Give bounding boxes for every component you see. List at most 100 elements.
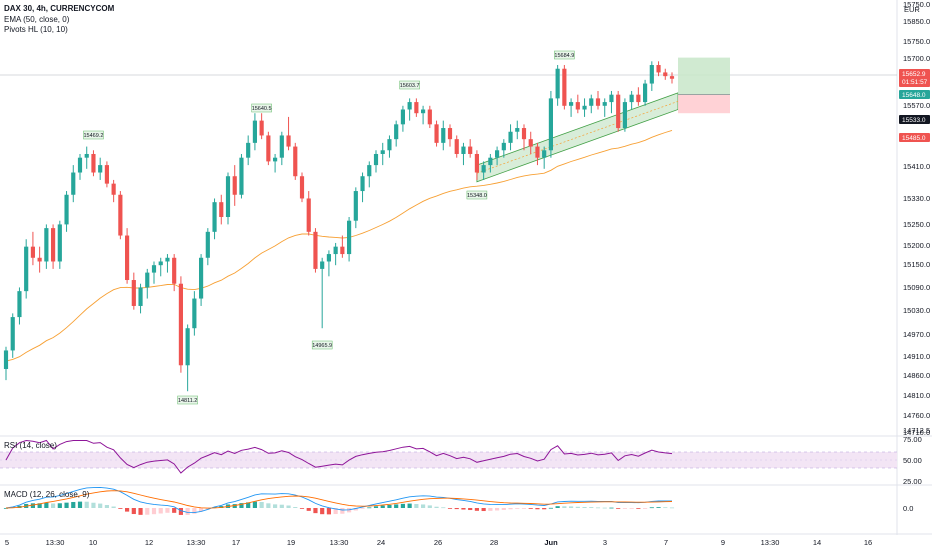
pivot-box <box>399 80 420 90</box>
macd-histogram-bar <box>273 504 278 508</box>
macd-histogram-bar <box>232 504 237 508</box>
macd-histogram-bar <box>421 504 426 508</box>
macd-histogram-bar <box>30 503 35 508</box>
candle-body <box>528 139 533 147</box>
legend-pivots[interactable]: Pivots HL (10, 10) <box>4 25 68 35</box>
price-axis[interactable]: 15850.0 15750.0 15700.0 15570.0 15410.0 15330… <box>903 0 930 437</box>
macd-histogram-bar <box>353 508 358 511</box>
candle-body <box>629 94 634 103</box>
candle-body <box>521 128 527 140</box>
time-tick-label: 26 <box>434 538 442 547</box>
legend-ema[interactable]: EMA (50, close, 0) <box>4 15 69 25</box>
macd-histogram-bar <box>521 508 527 509</box>
macd-histogram-bar <box>98 503 103 508</box>
macd-histogram-bar <box>57 503 62 508</box>
candle-body <box>367 165 372 177</box>
candle-body <box>643 83 648 103</box>
rsi-path <box>5 439 673 474</box>
time-tick-label: 28 <box>490 538 498 547</box>
macd-histogram-bar <box>111 506 116 508</box>
macd-histogram-bar <box>414 503 419 508</box>
entry-price-tag-text: 15648.0 <box>902 92 926 99</box>
currency-label: EUR <box>904 5 920 14</box>
macd-tick-label: 0.0 <box>903 504 913 513</box>
candle-body <box>575 102 580 110</box>
price-tick-label: 14910.0 <box>903 352 930 361</box>
candle-body <box>84 153 89 158</box>
long-position-tool[interactable] <box>678 57 730 114</box>
candle-body <box>273 157 278 162</box>
price-tick-label: 15410.0 <box>903 162 930 171</box>
candle-body <box>515 128 520 132</box>
time-tick-label: 19 <box>287 538 295 547</box>
time-tick-label: 13:30 <box>187 538 206 547</box>
candle-body <box>340 246 345 255</box>
pivot-box <box>466 190 488 200</box>
time-tick-label: 3 <box>603 538 607 547</box>
candle-body <box>394 124 399 140</box>
candle-body <box>427 109 432 125</box>
legend-main[interactable]: DAX 30, 4h, CURRENCYCOM <box>4 4 114 14</box>
candle-body <box>125 235 130 281</box>
rsi-axis: 75.00 50.00 25.00 <box>903 435 922 486</box>
macd-histogram-bar <box>373 506 379 508</box>
macd-histogram-bar <box>3 508 9 509</box>
candle-body <box>178 283 183 366</box>
candle-body <box>562 68 567 106</box>
time-axis[interactable]: 5 13:30 10 12 13:30 17 19 13:30 24 26 28 Jun 3 7 9 13:3… <box>5 538 872 547</box>
ema-line <box>5 129 673 362</box>
candle-body <box>326 254 331 262</box>
price-tick-label: 15200.0 <box>903 241 930 250</box>
price-tick-label: 15250.0 <box>903 220 930 229</box>
candle-body <box>293 146 298 177</box>
candle-body <box>555 68 560 99</box>
legend-rsi[interactable]: RSI (14, close) <box>4 441 57 451</box>
macd-histogram-bar <box>495 508 500 511</box>
candle-body <box>30 246 35 258</box>
candle-body <box>266 135 271 162</box>
candle-body <box>542 150 547 158</box>
macd-histogram-bar <box>44 502 49 508</box>
candle-body <box>239 157 244 195</box>
macd-histogram-bar <box>548 507 553 509</box>
macd-histogram-bar <box>104 505 109 508</box>
time-tick-label: 17 <box>232 538 240 547</box>
macd-histogram-bar <box>380 505 385 508</box>
macd-histogram-bar <box>528 508 533 509</box>
time-tick-label: Jun <box>544 538 558 547</box>
candle-body <box>172 257 177 284</box>
candle-body <box>373 153 379 166</box>
legend-macd[interactable]: MACD (12, 26, close, 9) <box>4 490 89 500</box>
rsi-tick-label: 75.00 <box>903 435 922 444</box>
pivot-label: 15684.9 <box>554 53 574 59</box>
price-tick-label: 15090.0 <box>903 283 930 292</box>
price-tick-label-partial: 14712.5 <box>903 426 930 435</box>
time-tick-label: 5 <box>5 538 9 547</box>
macd-histogram-bar <box>172 508 177 513</box>
time-tick-label: 13:30 <box>761 538 780 547</box>
candle-body <box>407 102 412 110</box>
macd-histogram-bar <box>508 508 513 510</box>
candle-body <box>333 246 338 255</box>
macd-histogram-bar <box>178 508 183 515</box>
macd-histogram-bar <box>84 501 89 508</box>
macd-histogram-bar <box>488 508 493 511</box>
macd-histogram-bar <box>266 503 271 508</box>
candle-body <box>64 194 69 225</box>
macd-histogram-bar <box>468 508 473 511</box>
candles <box>3 61 675 392</box>
macd-histogram-bar <box>447 508 453 509</box>
macd-histogram-bar <box>622 508 627 509</box>
time-tick-label: 16 <box>864 538 872 547</box>
channel-midline <box>476 101 679 174</box>
candle-body <box>212 202 217 232</box>
candle-body <box>454 139 459 154</box>
rsi-legend-label: RSI (14, close) <box>4 441 57 450</box>
macd-histogram-bar <box>400 503 405 508</box>
candle-body <box>602 102 607 106</box>
macd-histogram-bar <box>542 508 547 510</box>
candle-body <box>199 257 204 299</box>
candle-body <box>225 176 231 217</box>
rsi-band-fill <box>0 452 897 468</box>
